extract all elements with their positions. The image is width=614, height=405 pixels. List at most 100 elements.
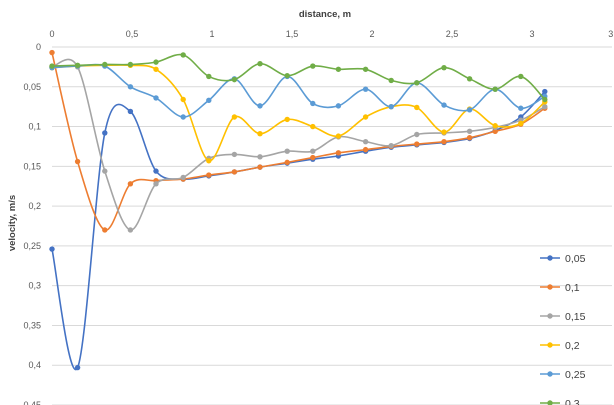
data-point [153, 168, 159, 174]
data-point [310, 154, 316, 161]
data-point [388, 103, 394, 110]
data-point [49, 49, 55, 56]
legend-label: 0,15 [565, 311, 586, 323]
x-tick-label: 0 [49, 29, 54, 39]
data-point [284, 148, 290, 154]
data-point [206, 172, 212, 178]
legend-item: 0,3 [540, 398, 580, 405]
data-point [362, 138, 369, 145]
y-tick-label: 0 [36, 42, 41, 52]
data-point [492, 86, 498, 92]
data-point [310, 148, 316, 154]
data-point [74, 158, 81, 165]
data-point [414, 131, 420, 138]
legend-swatch-marker [547, 313, 553, 319]
legend-label: 0,3 [565, 398, 580, 405]
data-point [466, 76, 473, 82]
data-point [542, 96, 548, 103]
data-point [310, 100, 316, 107]
data-point [127, 108, 134, 115]
data-point [335, 66, 342, 72]
y-tick-label: 0,3 [28, 281, 41, 291]
y-tick-label: 0,1 [28, 122, 41, 132]
series-0-15 [49, 58, 548, 233]
data-point [257, 103, 263, 109]
legend-label: 0,25 [565, 369, 586, 381]
legend-swatch-marker [547, 342, 553, 348]
y-tick-label: 0,2 [28, 201, 41, 211]
data-point [153, 59, 159, 65]
data-point [180, 52, 186, 58]
x-tick-label: 3 [529, 29, 534, 39]
data-point [102, 168, 108, 174]
y-tick-label: 0,15 [23, 161, 41, 171]
x-tick-label: 1,5 [286, 29, 299, 39]
data-point [414, 141, 420, 147]
data-point [206, 158, 212, 164]
data-point [362, 146, 369, 153]
data-point [257, 154, 263, 160]
x-axis-title: distance, m [299, 9, 351, 20]
legend-item: 0,15 [540, 311, 586, 323]
data-point [518, 105, 524, 111]
data-point [414, 104, 420, 111]
data-point [180, 114, 186, 120]
data-point [388, 142, 394, 149]
legend-item: 0,05 [540, 253, 586, 265]
data-point [257, 164, 263, 170]
data-point [74, 364, 81, 371]
data-point [466, 134, 473, 141]
data-point [231, 151, 238, 158]
data-point [362, 114, 369, 120]
data-point [206, 97, 212, 104]
data-point [127, 61, 134, 68]
y-tick-label: 0,35 [23, 320, 41, 330]
data-point [362, 86, 369, 92]
data-point [466, 107, 473, 113]
legend-item: 0,25 [540, 369, 586, 381]
data-point [388, 77, 394, 84]
data-point [49, 63, 55, 69]
x-tick-labels: 0 0,5 1 1,5 2 2,5 3 3, [49, 29, 614, 39]
data-point [310, 123, 316, 130]
data-point [231, 114, 238, 120]
data-point [362, 66, 369, 72]
data-point [441, 64, 447, 71]
y-tick-label: 0,05 [23, 82, 41, 92]
series-line [51, 52, 546, 231]
data-point [153, 66, 159, 72]
legend-item: 0,2 [540, 340, 580, 352]
legend: 0,05 0,1 0,15 0,2 0,25 0,3 [540, 253, 586, 405]
data-point [492, 123, 498, 129]
legend-label: 0,05 [565, 253, 586, 265]
data-point [49, 246, 55, 252]
data-point [180, 96, 186, 103]
data-point [127, 181, 134, 187]
legend-item: 0,1 [540, 282, 580, 294]
data-point [335, 133, 342, 139]
data-point [284, 116, 290, 123]
data-point [102, 227, 108, 233]
data-point [542, 103, 548, 110]
y-tick-labels: 0 0,05 0,1 0,15 0,2 0,25 0,3 0,35 0,4 0,45 [23, 42, 41, 405]
data-point [74, 62, 81, 68]
data-point [335, 103, 342, 109]
x-tick-label: 2,5 [446, 29, 459, 39]
data-point [231, 76, 238, 83]
legend-swatch-marker [547, 255, 553, 261]
data-point [310, 63, 316, 69]
data-point [153, 181, 159, 187]
x-tick-label: 2 [369, 29, 374, 39]
series-layer [49, 49, 548, 371]
data-point [518, 73, 524, 80]
data-point [441, 102, 447, 108]
data-point [102, 130, 108, 136]
data-point [492, 128, 498, 135]
series-0-3 [49, 52, 548, 103]
data-point [231, 169, 238, 175]
data-point [284, 72, 290, 79]
data-point [414, 80, 420, 86]
y-tick-label: 0,4 [28, 360, 41, 370]
y-axis-title: velocity, m/s [7, 195, 18, 251]
